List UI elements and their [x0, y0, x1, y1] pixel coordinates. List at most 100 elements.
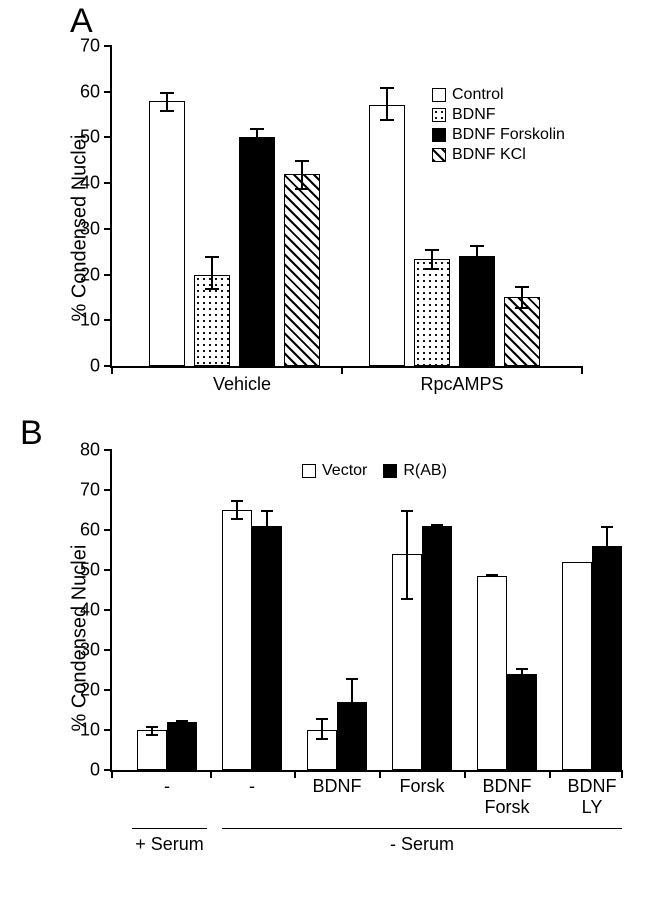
legend-swatch [432, 88, 446, 102]
bar [592, 546, 622, 770]
x-category-label: - [164, 776, 170, 797]
error-cap [316, 738, 328, 740]
bar [459, 256, 495, 366]
error-cap [250, 128, 264, 130]
error-cap [470, 265, 484, 267]
error-cap [205, 256, 219, 258]
legend-swatch [302, 464, 316, 478]
x-category-label: - [249, 776, 255, 797]
bar [239, 137, 275, 366]
y-tick-label: 60 [80, 520, 100, 541]
error-bar [351, 678, 353, 722]
error-bar [606, 526, 608, 562]
x-tick [341, 366, 343, 374]
y-tick-label: 50 [80, 560, 100, 581]
y-tick-label: 40 [80, 173, 100, 194]
bar [422, 526, 452, 770]
bar [477, 576, 507, 770]
x-tick [379, 770, 381, 778]
x-tick [210, 770, 212, 778]
x-group-label: + Serum [135, 834, 204, 855]
y-tick-label: 60 [80, 81, 100, 102]
y-tick-label: 10 [80, 720, 100, 741]
y-tick [104, 228, 112, 230]
bar [137, 730, 167, 770]
legend-text: BDNF [452, 106, 496, 124]
error-cap [250, 147, 264, 149]
legend-item: BDNF Forskolin [432, 126, 565, 144]
y-tick-label: 20 [80, 680, 100, 701]
error-bar [301, 160, 303, 187]
x-tick [294, 770, 296, 778]
error-bar [521, 286, 523, 307]
y-tick [104, 689, 112, 691]
legend-item: Vector [302, 462, 367, 480]
bar [562, 562, 592, 770]
y-tick-label: 70 [80, 480, 100, 501]
error-cap [160, 110, 174, 112]
legend-swatch [383, 464, 397, 478]
error-cap [231, 500, 243, 502]
x-group-line [222, 828, 622, 829]
bar [284, 174, 320, 366]
error-cap [601, 562, 613, 564]
error-cap [380, 119, 394, 121]
bar [507, 674, 537, 770]
panel-a: A % Condensed Nuclei 010203040506070Vehi… [0, 0, 658, 440]
error-cap [431, 524, 443, 526]
x-category-label: BDNFLY [568, 776, 617, 818]
error-cap [295, 160, 309, 162]
error-bar [406, 510, 408, 598]
error-cap [401, 598, 413, 600]
x-category-label: BDNF [313, 776, 362, 797]
y-tick [104, 449, 112, 451]
bar [222, 510, 252, 770]
error-cap [401, 510, 413, 512]
bar [369, 105, 405, 366]
error-bar [236, 500, 238, 518]
error-cap [231, 518, 243, 520]
panel-b-plot: 01020304050607080--BDNFForskBDNFForskBDN… [110, 450, 622, 772]
x-group-label: RpcAMPS [420, 374, 503, 395]
x-tick [111, 366, 113, 374]
error-cap [176, 720, 188, 722]
error-cap [316, 718, 328, 720]
y-tick [104, 136, 112, 138]
error-cap [176, 724, 188, 726]
panel-b-legend: Vector R(AB) [302, 462, 447, 482]
error-cap [261, 538, 273, 540]
y-tick-label: 0 [90, 356, 100, 377]
error-cap [205, 288, 219, 290]
error-cap [486, 574, 498, 576]
y-tick-label: 80 [80, 440, 100, 461]
legend-text: R(AB) [403, 462, 447, 480]
y-tick [104, 182, 112, 184]
y-tick [104, 649, 112, 651]
panel-b-label: B [20, 414, 43, 453]
y-tick [104, 609, 112, 611]
y-tick [104, 274, 112, 276]
error-cap [425, 268, 439, 270]
error-bar [166, 92, 168, 110]
error-bar [431, 249, 433, 267]
x-tick [621, 770, 623, 778]
error-cap [516, 668, 528, 670]
y-tick [104, 319, 112, 321]
legend-swatch [432, 148, 446, 162]
bar [414, 259, 450, 366]
legend-swatch [432, 108, 446, 122]
error-cap [601, 526, 613, 528]
error-cap [380, 87, 394, 89]
y-tick-label: 10 [80, 310, 100, 331]
error-cap [261, 510, 273, 512]
error-cap [146, 726, 158, 728]
legend-item: BDNF [432, 106, 565, 124]
x-category-label: Forsk [400, 776, 445, 797]
error-cap [431, 528, 443, 530]
error-bar [321, 718, 323, 738]
y-tick [104, 91, 112, 93]
legend-item: Control [432, 86, 565, 104]
y-tick [104, 529, 112, 531]
y-tick-label: 0 [90, 760, 100, 781]
error-cap [160, 92, 174, 94]
